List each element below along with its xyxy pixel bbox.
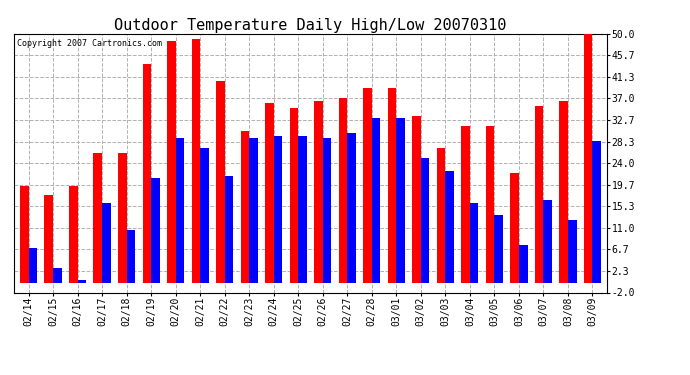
Bar bbox=[102, 203, 110, 282]
Bar bbox=[53, 268, 61, 282]
Title: Outdoor Temperature Daily High/Low 20070310: Outdoor Temperature Daily High/Low 20070… bbox=[115, 18, 506, 33]
Bar bbox=[167, 41, 176, 282]
Bar bbox=[347, 133, 356, 282]
Bar bbox=[93, 153, 102, 282]
Bar bbox=[225, 176, 233, 282]
Bar bbox=[314, 101, 323, 282]
Bar bbox=[77, 280, 86, 282]
Bar bbox=[151, 178, 159, 282]
Bar bbox=[118, 153, 126, 282]
Bar bbox=[470, 203, 478, 282]
Bar bbox=[544, 201, 552, 282]
Bar bbox=[265, 104, 274, 282]
Bar bbox=[412, 116, 421, 282]
Bar bbox=[249, 138, 258, 282]
Bar bbox=[421, 158, 429, 282]
Bar bbox=[339, 99, 347, 282]
Bar bbox=[437, 148, 445, 282]
Bar bbox=[44, 195, 53, 282]
Bar bbox=[486, 126, 495, 282]
Bar bbox=[372, 118, 380, 282]
Bar bbox=[445, 171, 454, 282]
Bar bbox=[28, 248, 37, 282]
Bar bbox=[323, 138, 331, 282]
Bar bbox=[560, 101, 568, 282]
Bar bbox=[388, 88, 396, 282]
Bar bbox=[200, 148, 209, 282]
Bar bbox=[568, 220, 577, 282]
Text: Copyright 2007 Cartronics.com: Copyright 2007 Cartronics.com bbox=[17, 39, 161, 48]
Bar bbox=[593, 141, 601, 282]
Bar bbox=[462, 126, 470, 282]
Bar bbox=[143, 64, 151, 282]
Bar bbox=[290, 108, 298, 282]
Bar bbox=[216, 81, 225, 282]
Bar bbox=[176, 138, 184, 282]
Bar bbox=[519, 245, 528, 282]
Bar bbox=[20, 186, 28, 282]
Bar bbox=[396, 118, 405, 282]
Bar bbox=[535, 106, 544, 282]
Bar bbox=[126, 230, 135, 282]
Bar bbox=[274, 136, 282, 282]
Bar bbox=[298, 136, 307, 282]
Bar bbox=[241, 131, 249, 282]
Bar bbox=[192, 39, 200, 282]
Bar bbox=[69, 186, 77, 282]
Bar bbox=[511, 173, 519, 282]
Bar bbox=[584, 34, 593, 282]
Bar bbox=[495, 215, 503, 282]
Bar bbox=[363, 88, 372, 282]
